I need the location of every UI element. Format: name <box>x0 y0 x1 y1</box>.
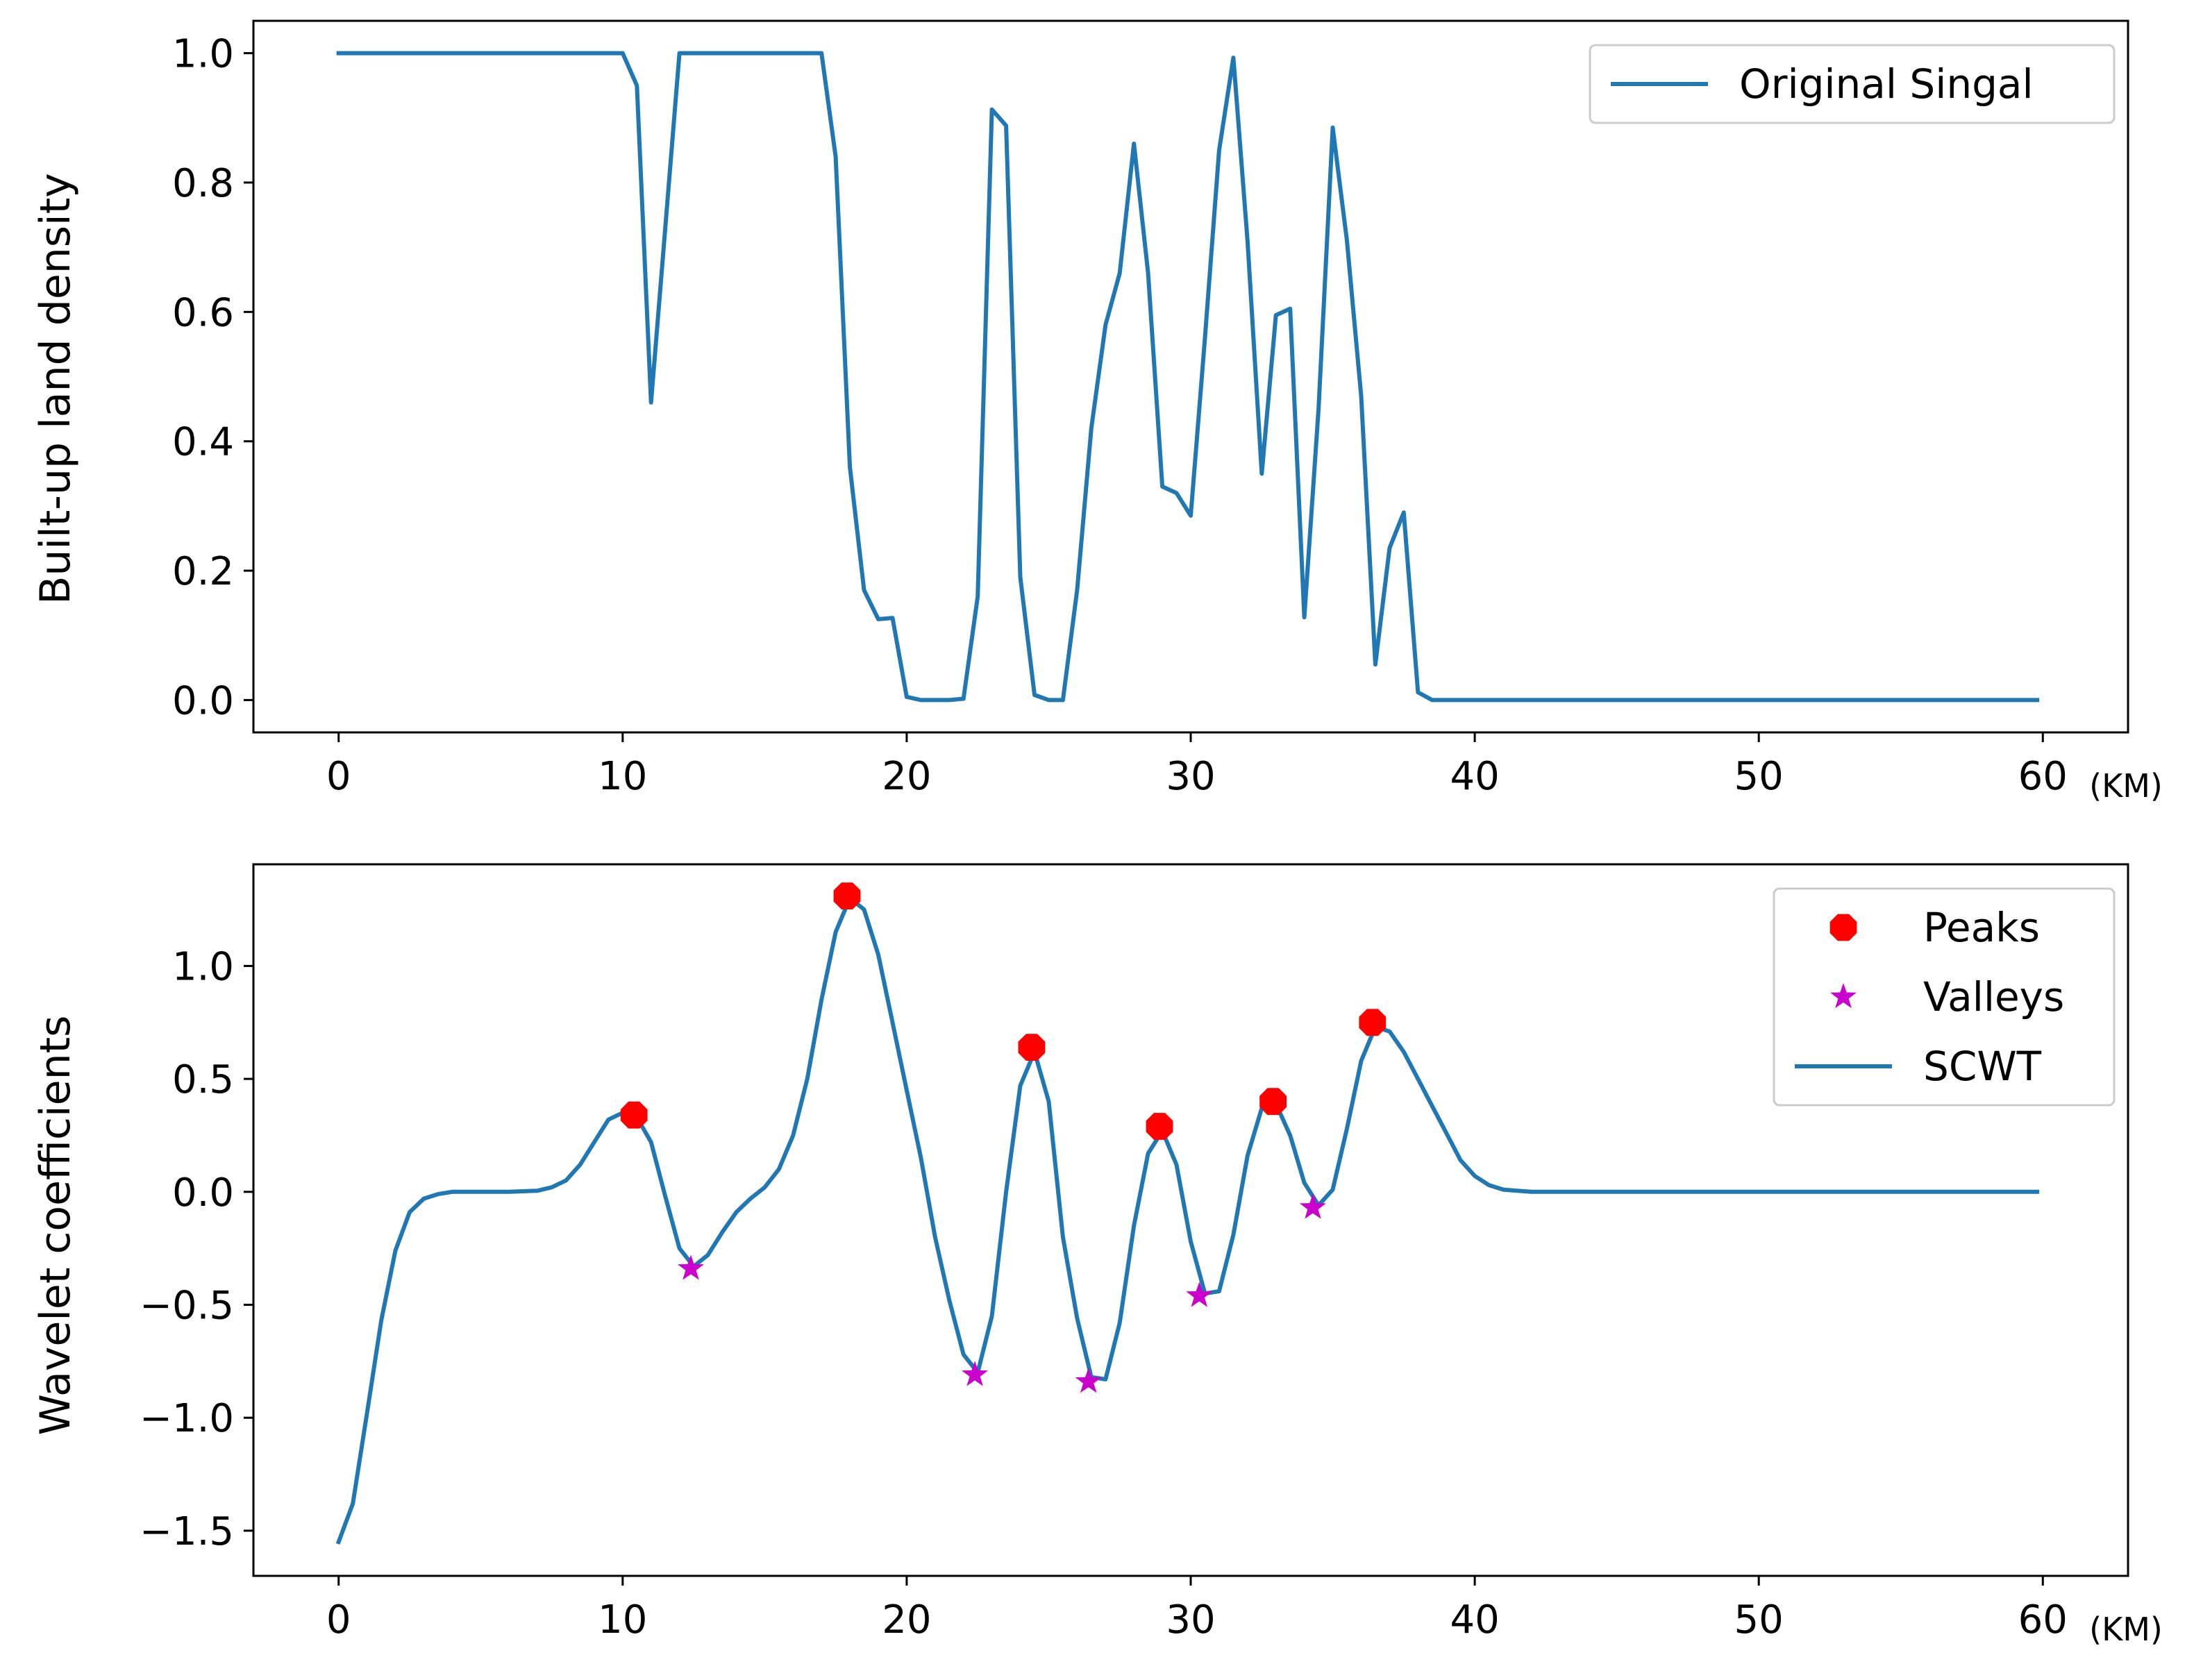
density-legend-label: Original Singal <box>1739 60 2034 108</box>
peak-marker <box>833 882 861 909</box>
density-y-tick-label: 1.0 <box>172 32 234 77</box>
density-legend-box <box>1589 44 2116 124</box>
density-y-tick-label: 0.0 <box>172 678 234 723</box>
peak-marker <box>620 1101 648 1129</box>
valley-marker <box>962 1361 989 1386</box>
wavelet-x-tick-label: 0 <box>326 1597 351 1643</box>
density-x-tick-label: 50 <box>1734 754 1784 799</box>
wavelet-legend-box <box>1773 887 2116 1107</box>
wavelet-y-tick-label: 1.0 <box>172 944 234 989</box>
density-x-tick-label: 40 <box>1450 754 1499 799</box>
wavelet-y-axis-title: Wavelet coefficients <box>31 1016 80 1436</box>
density-series-line <box>336 51 2040 703</box>
wavelet-y-tick-label: −1.0 <box>140 1396 234 1441</box>
wavelet-x-tick-label: 50 <box>1734 1597 1784 1643</box>
wavelet-y-tick-label: 0.5 <box>172 1057 234 1102</box>
density-y-tick-label: 0.4 <box>172 420 234 465</box>
wavelet-legend-label: Peaks <box>1923 904 2040 951</box>
wavelet-legend-label: SCWT <box>1923 1043 2042 1090</box>
density-y-tick-label: 0.2 <box>172 549 234 594</box>
wavelet-x-tick-label: 30 <box>1166 1597 1215 1643</box>
peak-marker <box>1018 1034 1046 1061</box>
density-x-unit-label: (KM) <box>2089 767 2163 805</box>
wavelet-y-tick-label: −0.5 <box>140 1284 234 1329</box>
density-x-tick-label: 20 <box>882 754 931 799</box>
wavelet-legend-label: Valleys <box>1923 973 2064 1020</box>
density-x-tick-label: 10 <box>598 754 647 799</box>
density-y-tick-label: 0.8 <box>172 161 234 206</box>
wavelet-y-tick-label: −1.5 <box>140 1509 234 1554</box>
peak-marker <box>1259 1088 1287 1116</box>
wavelet-y-tick-label: 0.0 <box>172 1170 234 1216</box>
valley-marker <box>1299 1193 1326 1219</box>
wavelet-x-unit-label: (KM) <box>2089 1611 2163 1648</box>
wavelet-x-tick-label: 60 <box>2018 1597 2068 1643</box>
valley-marker <box>1075 1368 1102 1393</box>
density-x-tick-label: 60 <box>2018 754 2068 799</box>
density-chart-panel: Built-up land density (KM) 0 10 20 30 40 50 60… <box>31 19 2163 805</box>
density-y-axis-title: Built-up land density <box>31 173 80 605</box>
peak-marker <box>1146 1113 1173 1140</box>
legend-peak-swatch <box>1829 914 1857 941</box>
peak-marker <box>1359 1009 1387 1036</box>
density-y-tick-label: 0.6 <box>172 290 234 335</box>
valley-marker <box>678 1254 704 1280</box>
wavelet-x-tick-label: 10 <box>598 1597 647 1643</box>
wavelet-chart-panel: Wavelet coefficients (KM) 0 10 20 30 40 50 60 −… <box>31 863 2163 1648</box>
wavelet-x-tick-label: 20 <box>882 1597 931 1643</box>
valley-marker <box>1186 1282 1213 1307</box>
density-axes-frame <box>252 19 2129 734</box>
legend-valley-swatch <box>1830 983 1857 1009</box>
wavelet-x-tick-label: 40 <box>1450 1597 1499 1643</box>
density-x-tick-label: 0 <box>326 754 351 799</box>
density-x-tick-label: 30 <box>1166 754 1215 799</box>
wavelet-axes-frame <box>252 863 2129 1577</box>
